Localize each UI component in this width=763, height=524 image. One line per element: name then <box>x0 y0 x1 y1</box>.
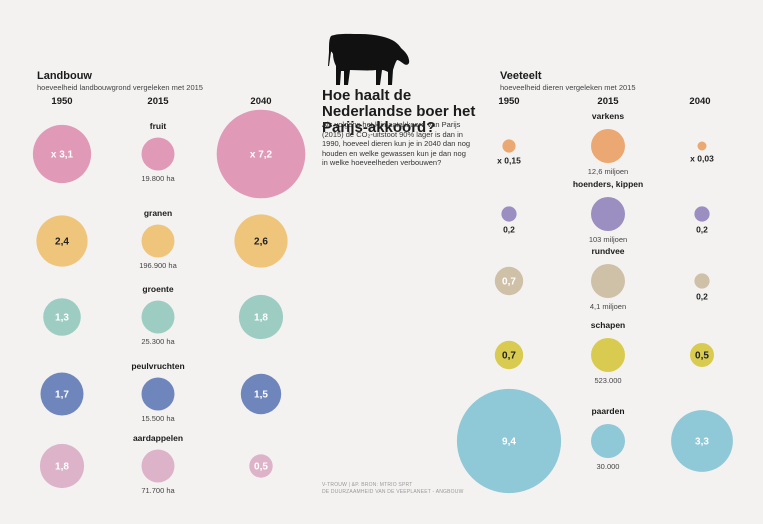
bubble-groente-1950 <box>43 298 81 336</box>
row-title-peulvruchten: peulvruchten <box>131 361 184 371</box>
bubble-hoenders-kippen-1950 <box>501 206 517 222</box>
base-value-varkens: 12,6 miljoen <box>588 167 628 176</box>
row-title-aardappelen: aardappelen <box>133 433 183 443</box>
bubble-schapen-1950 <box>494 340 524 370</box>
page-title: Hoe haalt de Nederlandse boer het Parijs… <box>322 87 476 136</box>
intro-text: Als volgens het klimaatakkoord van Parij… <box>322 120 471 167</box>
bubble-fruit-1950 <box>32 124 92 184</box>
bubble-paarden-1950 <box>456 388 562 494</box>
base-value-groente: 25.300 ha <box>141 337 175 346</box>
base-value-rundvee: 4,1 miljoen <box>590 302 626 311</box>
data-label-groente-2040: 1,8 <box>254 313 268 324</box>
base-value-fruit: 19.800 ha <box>141 174 175 183</box>
landbouw-year-1950: 1950 <box>51 96 73 107</box>
row-title-fruit: fruit <box>150 121 167 131</box>
data-label-rundvee-2040: 0,2 <box>696 292 708 302</box>
data-label-paarden-2040: 3,3 <box>695 437 709 448</box>
bubble-rundvee-2015 <box>591 264 625 298</box>
bubble-varkens-1950 <box>502 139 516 153</box>
data-label-aardappelen-1950: 1,8 <box>55 462 69 473</box>
row-title-granen: granen <box>144 208 172 218</box>
bubble-schapen-2015 <box>591 338 625 372</box>
data-label-hoenders-kippen-1950: 0,2 <box>503 225 515 235</box>
veeteelt-subtitle: hoeveelheid dieren vergeleken met 2015 <box>500 83 636 92</box>
data-label-hoenders-kippen-2040: 0,2 <box>696 225 708 235</box>
bubble-varkens-2015 <box>591 129 625 163</box>
bubble-aardappelen-1950 <box>39 443 85 489</box>
landbouw-title: Landbouw <box>37 70 92 82</box>
veeteelt-title: Veeteelt <box>500 70 542 82</box>
veeteelt-year-2015: 2015 <box>597 96 619 107</box>
bubble-fruit-2040 <box>216 109 306 199</box>
row-title-schapen: schapen <box>591 320 626 330</box>
bubble-granen-2040 <box>234 214 288 268</box>
row-title-rundvee: rundvee <box>591 246 624 256</box>
data-label-granen-2040: 2,6 <box>254 237 268 248</box>
data-label-schapen-1950: 0,7 <box>502 351 516 362</box>
data-label-paarden-1950: 9,4 <box>502 437 516 448</box>
landbouw-year-2040: 2040 <box>250 96 272 107</box>
data-label-granen-1950: 2,4 <box>55 237 69 248</box>
bubble-schapen-2040 <box>690 343 714 367</box>
bubble-groente-2040 <box>238 294 284 340</box>
row-title-varkens: varkens <box>592 111 624 121</box>
bubble-granen-1950 <box>36 215 88 267</box>
row-title-groente: groente <box>142 284 173 294</box>
data-label-varkens-1950: x 0,15 <box>497 156 521 166</box>
data-label-varkens-2040: x 0,03 <box>690 154 714 164</box>
data-label-groente-1950: 1,3 <box>55 313 69 324</box>
bubble-hoenders-kippen-2040 <box>694 206 710 222</box>
cow-silhouette-icon <box>328 33 410 85</box>
landbouw-subtitle: hoeveelheid landbouwgrond vergeleken met… <box>37 83 203 92</box>
data-label-fruit-1950: x 3,1 <box>51 150 74 161</box>
base-value-paarden: 30.000 <box>597 462 620 471</box>
bubble-paarden-2040 <box>671 410 733 472</box>
data-label-schapen-2040: 0,5 <box>695 351 709 362</box>
bubble-granen-2015 <box>141 224 175 258</box>
row-title-paarden: paarden <box>591 406 624 416</box>
base-value-aardappelen: 71.700 ha <box>141 486 175 495</box>
data-label-fruit-2040: x 7,2 <box>250 150 273 161</box>
credit-line-1: V-TROUW | &P. BRON: MTRIO SPRT <box>322 482 413 488</box>
veeteelt-year-1950: 1950 <box>498 96 520 107</box>
credit-line-2: DE DUURZAAMHEID VAN DE VEEPLANEET - ANGB… <box>322 489 464 495</box>
bubble-rundvee-2040 <box>694 273 710 289</box>
bubble-rundvee-1950 <box>494 266 524 296</box>
bubble-varkens-2040 <box>697 141 707 151</box>
base-value-schapen: 523.000 <box>594 376 621 385</box>
data-label-peulvruchten-2040: 1,5 <box>254 390 268 401</box>
veeteelt-year-2040: 2040 <box>689 96 711 107</box>
bubble-fruit-2015 <box>141 137 175 171</box>
bubble-peulvruchten-1950 <box>40 372 84 416</box>
bubble-peulvruchten-2015 <box>141 377 175 411</box>
data-label-aardappelen-2040: 0,5 <box>254 462 268 473</box>
base-value-granen: 196.900 ha <box>139 261 177 270</box>
row-title-hoenders-kippen: hoenders, kippen <box>573 179 643 189</box>
base-value-peulvruchten: 15.500 ha <box>141 414 175 423</box>
bubble-groente-2015 <box>141 300 175 334</box>
bubble-hoenders-kippen-2015 <box>591 197 625 231</box>
bubble-peulvruchten-2040 <box>240 373 282 415</box>
data-label-peulvruchten-1950: 1,7 <box>55 390 69 401</box>
bubble-aardappelen-2015 <box>141 449 175 483</box>
bubble-aardappelen-2040 <box>249 454 273 478</box>
base-value-hoenders-kippen: 103 miljoen <box>589 235 627 244</box>
bubble-paarden-2015 <box>591 424 625 458</box>
landbouw-year-2015: 2015 <box>147 96 169 107</box>
data-label-rundvee-1950: 0,7 <box>502 277 516 288</box>
